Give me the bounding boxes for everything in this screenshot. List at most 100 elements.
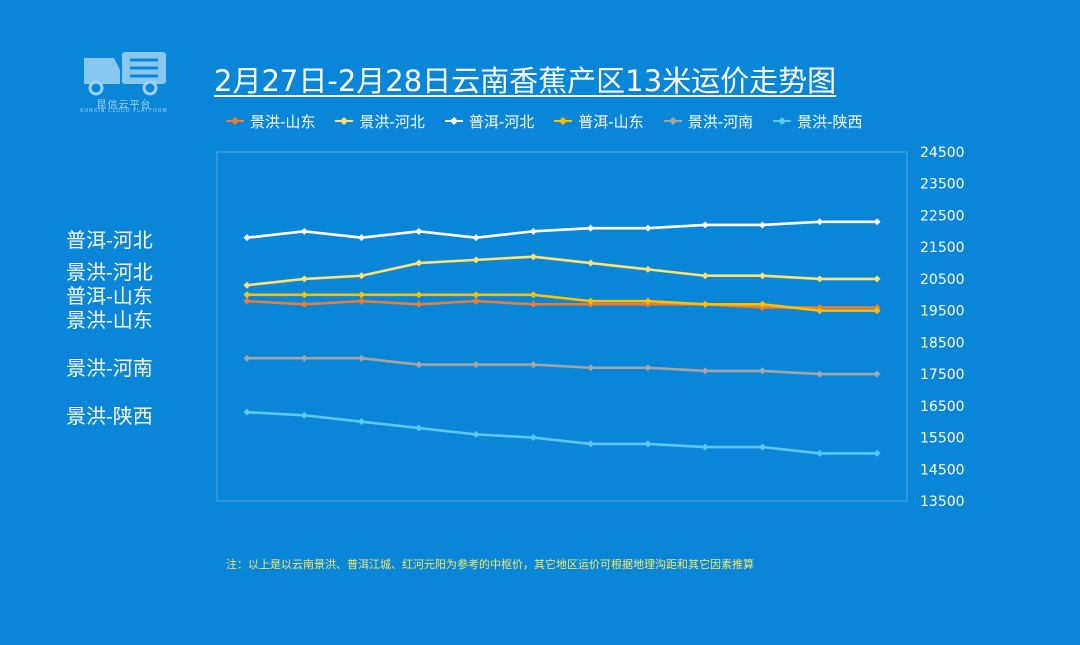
data-point	[873, 218, 881, 226]
data-point	[644, 265, 652, 273]
chart-legend: 景洪-山东 景洪-河北 普洱-河北 普洱-山东 景洪-河南 景洪-陕西	[226, 110, 883, 132]
series-4	[243, 291, 881, 315]
data-point	[758, 300, 766, 308]
data-point	[816, 275, 824, 283]
data-point	[358, 272, 366, 280]
y-tick-label: 18500	[920, 335, 965, 351]
series-line	[246, 299, 877, 309]
y-tick-label: 17500	[920, 367, 965, 383]
data-point	[701, 300, 709, 308]
y-tick-label: 13500	[920, 494, 965, 510]
chart-title: 2月27日-2月28日云南香蕉产区13米运价走势图	[214, 64, 837, 98]
data-point	[644, 297, 652, 305]
data-point	[243, 354, 251, 362]
data-point	[816, 307, 824, 315]
legend-marker-icon	[663, 117, 682, 125]
y-tick-label: 16500	[920, 399, 965, 415]
data-point	[587, 297, 595, 305]
data-point	[300, 227, 308, 235]
footnote: 注：以上是以云南景洪、普洱江城、红河元阳为参考的中枢价，其它地区运价可根据地理沟…	[226, 558, 754, 571]
data-point	[472, 361, 480, 369]
y-tick-label: 14500	[920, 462, 965, 478]
side-label-jinghong-shandong: 景洪-山东	[66, 308, 153, 332]
data-point	[415, 300, 423, 308]
data-point	[758, 272, 766, 280]
data-point	[701, 272, 709, 280]
data-point	[300, 300, 308, 308]
data-point	[300, 275, 308, 283]
legend-item: 景洪-陕西	[773, 110, 863, 132]
legend-marker-icon	[773, 117, 792, 125]
data-point	[243, 281, 251, 289]
legend-item: 景洪-河北	[335, 110, 425, 132]
legend-label: 景洪-河北	[359, 112, 425, 131]
data-point	[758, 443, 766, 451]
side-label-jinghong-shaanxi: 景洪-陕西	[66, 404, 153, 428]
data-point	[758, 221, 766, 229]
data-point	[587, 224, 595, 232]
y-tick-label: 23500	[920, 177, 965, 193]
data-point	[701, 443, 709, 451]
legend-item: 普洱-山东	[554, 110, 644, 132]
y-tick-label: 22500	[920, 208, 965, 224]
y-tick-label: 15500	[920, 431, 965, 447]
data-point	[415, 291, 423, 299]
data-point	[701, 221, 709, 229]
data-point	[472, 430, 480, 438]
y-tick-label: 24500	[920, 145, 965, 161]
side-label-puer-hebei: 普洱-河北	[66, 228, 153, 252]
data-point	[816, 449, 824, 457]
data-point	[415, 259, 423, 267]
series-line	[246, 410, 877, 455]
legend-label: 景洪-山东	[250, 112, 316, 131]
series-1	[243, 297, 881, 311]
data-point	[587, 259, 595, 267]
data-point	[873, 275, 881, 283]
data-point	[873, 307, 881, 315]
data-point	[587, 440, 595, 448]
logo-subtext: KUNXIN CLOUD PLATFORM	[80, 108, 168, 114]
data-point	[529, 253, 537, 261]
data-point	[243, 234, 251, 242]
data-point	[873, 370, 881, 378]
data-point	[472, 291, 480, 299]
data-point	[415, 361, 423, 369]
data-point	[300, 411, 308, 419]
data-point	[644, 364, 652, 372]
data-point	[816, 218, 824, 226]
legend-label: 普洱-河北	[468, 112, 535, 131]
data-point	[644, 440, 652, 448]
series-line	[246, 220, 877, 239]
legend-item: 景洪-山东	[226, 110, 315, 132]
data-point	[816, 370, 824, 378]
logo-text: 昆信云平台	[96, 100, 152, 111]
data-point	[472, 256, 480, 264]
legend-item: 景洪-河南	[663, 110, 753, 132]
data-point	[243, 291, 251, 299]
series-3	[243, 218, 881, 242]
data-point	[358, 234, 366, 242]
truck-logo-icon	[84, 52, 166, 96]
data-point	[529, 434, 537, 442]
legend-label: 景洪-陕西	[797, 112, 863, 131]
data-point	[415, 424, 423, 432]
legend-marker-icon	[444, 117, 463, 125]
side-label-puer-shandong: 普洱-山东	[66, 284, 153, 308]
data-point	[243, 408, 251, 416]
data-point	[358, 297, 366, 305]
data-point	[358, 418, 366, 426]
series-2	[243, 253, 881, 289]
legend-label: 普洱-山东	[578, 112, 644, 131]
series-line	[246, 255, 877, 287]
data-point	[758, 367, 766, 375]
legend-marker-icon	[226, 117, 244, 125]
series-6	[243, 408, 881, 457]
series-line	[247, 293, 877, 312]
y-tick-label: 20500	[920, 272, 965, 288]
data-point	[529, 227, 537, 235]
data-point	[472, 234, 480, 242]
data-point	[873, 449, 881, 457]
data-point	[415, 227, 423, 235]
data-point	[358, 291, 366, 299]
data-point	[529, 300, 537, 308]
